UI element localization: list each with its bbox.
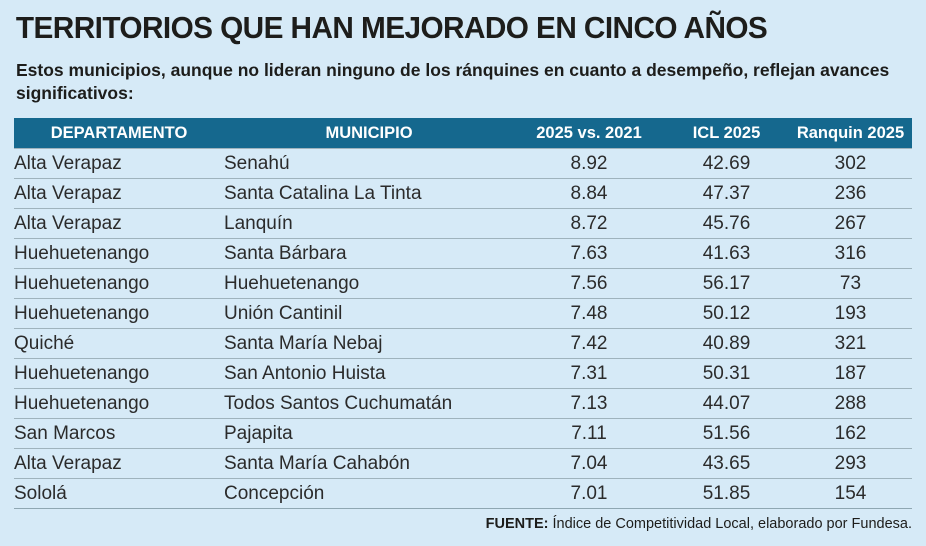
cell-municipio: Santa María Nebaj xyxy=(224,328,514,360)
table-row: Quiché Santa María Nebaj 7.42 40.89 321 xyxy=(14,328,912,360)
cell-icl: 45.76 xyxy=(664,208,789,240)
table-row: Alta Verapaz Lanquín 8.72 45.76 267 xyxy=(14,208,912,240)
table-row: Huehuetenango Todos Santos Cuchumatán 7.… xyxy=(14,388,912,420)
cell-ranquin: 73 xyxy=(789,268,912,300)
cell-ranquin: 154 xyxy=(789,478,912,510)
cell-departamento: Alta Verapaz xyxy=(14,208,224,240)
cell-municipio: Pajapita xyxy=(224,418,514,450)
cell-municipio: Concepción xyxy=(224,478,514,510)
column-header-comparacion: 2025 vs. 2021 xyxy=(514,118,664,149)
column-header-ranquin: Ranquin 2025 xyxy=(789,118,912,149)
cell-comparacion: 7.48 xyxy=(514,298,664,330)
column-header-departamento: DEPARTAMENTO xyxy=(14,118,224,149)
cell-departamento: Huehuetenango xyxy=(14,268,224,300)
table-row: Huehuetenango San Antonio Huista 7.31 50… xyxy=(14,358,912,390)
cell-departamento: Alta Verapaz xyxy=(14,448,224,480)
cell-departamento: Alta Verapaz xyxy=(14,178,224,210)
table-header: DEPARTAMENTO MUNICIPIO 2025 vs. 2021 ICL… xyxy=(14,118,912,149)
cell-comparacion: 7.63 xyxy=(514,238,664,270)
table-row: Alta Verapaz Santa María Cahabón 7.04 43… xyxy=(14,448,912,480)
source-note: FUENTE: Índice de Competitividad Local, … xyxy=(14,509,912,532)
page-subtitle: Estos municipios, aunque no lideran ning… xyxy=(16,60,890,104)
cell-comparacion: 7.31 xyxy=(514,358,664,390)
improvement-table: DEPARTAMENTO MUNICIPIO 2025 vs. 2021 ICL… xyxy=(14,118,912,510)
cell-departamento: Huehuetenango xyxy=(14,358,224,390)
cell-departamento: Huehuetenango xyxy=(14,298,224,330)
cell-ranquin: 187 xyxy=(789,358,912,390)
table-header-row: DEPARTAMENTO MUNICIPIO 2025 vs. 2021 ICL… xyxy=(14,118,912,149)
cell-municipio: Unión Cantinil xyxy=(224,298,514,330)
cell-comparacion: 8.92 xyxy=(514,148,664,180)
cell-icl: 43.65 xyxy=(664,448,789,480)
cell-ranquin: 316 xyxy=(789,238,912,270)
cell-comparacion: 8.84 xyxy=(514,178,664,210)
cell-icl: 41.63 xyxy=(664,238,789,270)
cell-icl: 51.56 xyxy=(664,418,789,450)
cell-departamento: Huehuetenango xyxy=(14,388,224,420)
cell-comparacion: 7.01 xyxy=(514,478,664,510)
cell-comparacion: 7.04 xyxy=(514,448,664,480)
source-text: Índice de Competitividad Local, elaborad… xyxy=(552,516,912,533)
cell-comparacion: 8.72 xyxy=(514,208,664,240)
table-row: Huehuetenango Huehuetenango 7.56 56.17 7… xyxy=(14,268,912,300)
table-row: Huehuetenango Unión Cantinil 7.48 50.12 … xyxy=(14,298,912,330)
cell-municipio: Senahú xyxy=(224,148,514,180)
cell-icl: 51.85 xyxy=(664,478,789,510)
cell-icl: 50.12 xyxy=(664,298,789,330)
cell-departamento: Quiché xyxy=(14,328,224,360)
table-body: Alta Verapaz Senahú 8.92 42.69 302 Alta … xyxy=(14,148,912,510)
cell-departamento: San Marcos xyxy=(14,418,224,450)
cell-ranquin: 267 xyxy=(789,208,912,240)
cell-comparacion: 7.13 xyxy=(514,388,664,420)
cell-municipio: Santa María Cahabón xyxy=(224,448,514,480)
cell-icl: 56.17 xyxy=(664,268,789,300)
cell-icl: 44.07 xyxy=(664,388,789,420)
cell-municipio: Santa Bárbara xyxy=(224,238,514,270)
cell-icl: 42.69 xyxy=(664,148,789,180)
cell-ranquin: 293 xyxy=(789,448,912,480)
cell-icl: 50.31 xyxy=(664,358,789,390)
cell-municipio: Santa Catalina La Tinta xyxy=(224,178,514,210)
cell-ranquin: 236 xyxy=(789,178,912,210)
data-table-wrapper: DEPARTAMENTO MUNICIPIO 2025 vs. 2021 ICL… xyxy=(14,118,912,510)
table-row: San Marcos Pajapita 7.11 51.56 162 xyxy=(14,418,912,450)
table-row: Sololá Concepción 7.01 51.85 154 xyxy=(14,478,912,510)
table-row: Alta Verapaz Senahú 8.92 42.69 302 xyxy=(14,148,912,180)
column-header-icl: ICL 2025 xyxy=(664,118,789,149)
cell-municipio: Huehuetenango xyxy=(224,268,514,300)
table-row: Alta Verapaz Santa Catalina La Tinta 8.8… xyxy=(14,178,912,210)
page-title: TERRITORIOS QUE HAN MEJORADO EN CINCO AÑ… xyxy=(15,10,768,45)
cell-departamento: Huehuetenango xyxy=(14,238,224,270)
cell-comparacion: 7.56 xyxy=(514,268,664,300)
cell-ranquin: 302 xyxy=(789,148,912,180)
cell-municipio: San Antonio Huista xyxy=(224,358,514,390)
cell-icl: 47.37 xyxy=(664,178,789,210)
column-header-municipio: MUNICIPIO xyxy=(224,118,514,149)
cell-comparacion: 7.11 xyxy=(514,418,664,450)
source-label: FUENTE: xyxy=(485,516,549,533)
cell-ranquin: 193 xyxy=(789,298,912,330)
cell-departamento: Sololá xyxy=(14,478,224,510)
cell-comparacion: 7.42 xyxy=(514,328,664,360)
cell-departamento: Alta Verapaz xyxy=(14,148,224,180)
cell-icl: 40.89 xyxy=(664,328,789,360)
cell-municipio: Lanquín xyxy=(224,208,514,240)
cell-ranquin: 288 xyxy=(789,388,912,420)
cell-ranquin: 162 xyxy=(789,418,912,450)
cell-ranquin: 321 xyxy=(789,328,912,360)
cell-municipio: Todos Santos Cuchumatán xyxy=(224,388,514,420)
table-row: Huehuetenango Santa Bárbara 7.63 41.63 3… xyxy=(14,238,912,270)
